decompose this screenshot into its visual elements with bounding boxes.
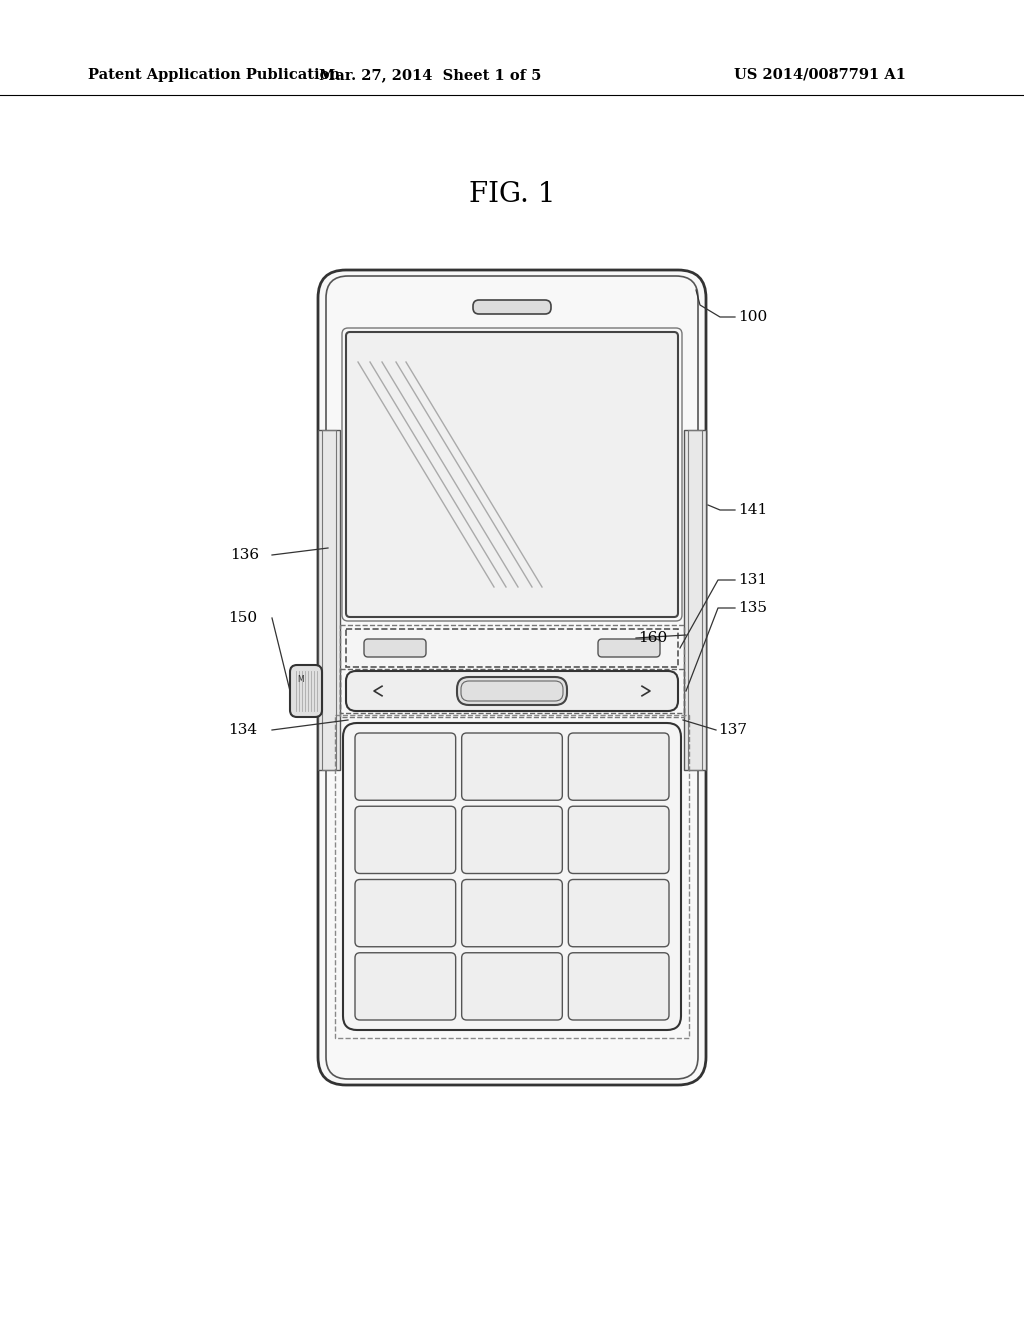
FancyBboxPatch shape [346, 333, 678, 616]
Text: 141: 141 [738, 503, 767, 517]
FancyBboxPatch shape [568, 879, 669, 946]
FancyBboxPatch shape [568, 733, 669, 800]
Text: US 2014/0087791 A1: US 2014/0087791 A1 [734, 69, 906, 82]
FancyBboxPatch shape [355, 733, 456, 800]
Text: 134: 134 [228, 723, 257, 737]
FancyBboxPatch shape [355, 953, 456, 1020]
Bar [340, 669, 684, 713]
FancyBboxPatch shape [318, 271, 706, 1085]
Bar [335, 715, 689, 1038]
FancyBboxPatch shape [290, 665, 322, 717]
FancyBboxPatch shape [462, 953, 562, 1020]
Text: Mar. 27, 2014  Sheet 1 of 5: Mar. 27, 2014 Sheet 1 of 5 [318, 69, 542, 82]
FancyBboxPatch shape [473, 300, 551, 314]
Bar [340, 624, 684, 717]
Text: Patent Application Publication: Patent Application Publication [88, 69, 340, 82]
Text: 150: 150 [228, 611, 257, 624]
FancyBboxPatch shape [598, 639, 660, 657]
FancyBboxPatch shape [355, 807, 456, 874]
FancyBboxPatch shape [568, 953, 669, 1020]
FancyBboxPatch shape [462, 807, 562, 874]
FancyBboxPatch shape [364, 639, 426, 657]
FancyBboxPatch shape [462, 733, 562, 800]
Text: 136: 136 [230, 548, 259, 562]
Bar [322, 430, 336, 770]
FancyBboxPatch shape [457, 677, 567, 705]
Bar [688, 430, 702, 770]
Bar [318, 430, 340, 770]
Text: 100: 100 [738, 310, 767, 323]
Text: 137: 137 [718, 723, 746, 737]
FancyBboxPatch shape [355, 879, 456, 946]
Text: 131: 131 [738, 573, 767, 587]
FancyBboxPatch shape [568, 807, 669, 874]
Bar [346, 630, 678, 667]
FancyBboxPatch shape [462, 879, 562, 946]
FancyBboxPatch shape [346, 671, 678, 711]
Text: 135: 135 [738, 601, 767, 615]
FancyBboxPatch shape [343, 723, 681, 1030]
Bar [684, 430, 706, 770]
Text: 160: 160 [638, 631, 668, 645]
Text: M: M [297, 675, 304, 684]
Text: FIG. 1: FIG. 1 [469, 181, 555, 209]
